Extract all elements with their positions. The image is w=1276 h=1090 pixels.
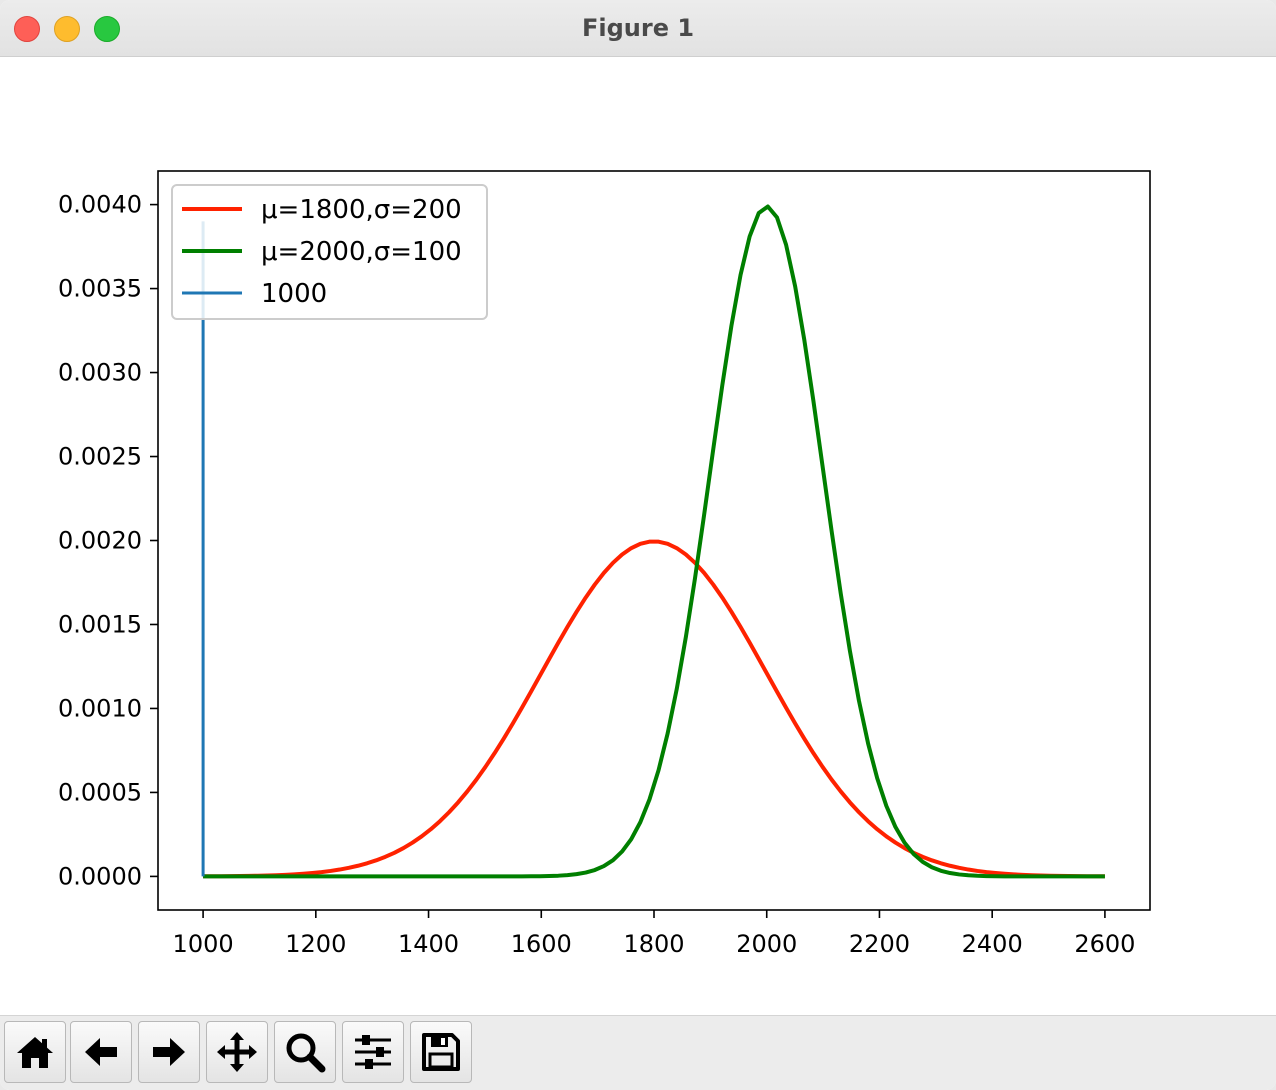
back-button[interactable] (70, 1021, 132, 1083)
minimize-window-button[interactable] (54, 16, 80, 42)
floppy-disk-icon (422, 1033, 460, 1071)
y-tick-label: 0.0035 (58, 275, 142, 303)
forward-button[interactable] (138, 1021, 200, 1083)
legend-label: μ=2000,σ=100 (261, 237, 462, 267)
zoom-window-button[interactable] (94, 16, 120, 42)
x-tick-label: 1200 (285, 930, 346, 958)
x-tick-label: 2200 (849, 930, 910, 958)
legend-label: 1000 (261, 279, 327, 309)
legend-label: μ=1800,σ=200 (261, 195, 462, 225)
configure-subplots-button[interactable] (342, 1021, 404, 1083)
y-tick-label: 0.0005 (58, 778, 142, 806)
chart: 1000 1200 1400 1600 1800 2000 2200 2400 2600 0.00… (58, 170, 1151, 958)
x-tick-label: 2400 (962, 930, 1023, 958)
pan-button[interactable] (206, 1021, 268, 1083)
arrow-left-icon (85, 1038, 117, 1066)
y-tick-label: 0.0010 (58, 694, 142, 722)
magnifier-icon (286, 1033, 326, 1073)
home-icon (17, 1037, 53, 1068)
sliders-icon (355, 1035, 391, 1069)
move-icon (217, 1032, 257, 1072)
zoom-button[interactable] (274, 1021, 336, 1083)
series-line-2 (203, 204, 1105, 879)
y-tick-label: 0.0030 (58, 359, 142, 387)
x-tick-label: 2600 (1074, 930, 1135, 958)
figure-canvas[interactable]: 1000 1200 1400 1600 1800 2000 2200 2400 2600 0.00… (0, 57, 1276, 1015)
x-tick-label: 1800 (623, 930, 684, 958)
save-button[interactable] (410, 1021, 472, 1083)
arrow-right-icon (153, 1038, 185, 1066)
x-tick-label: 1600 (511, 930, 572, 958)
home-button[interactable] (4, 1021, 66, 1083)
y-tick-label: 0.0020 (58, 527, 142, 555)
close-window-button[interactable] (14, 16, 40, 42)
x-tick-label: 2000 (736, 930, 797, 958)
x-tick-label: 1400 (398, 930, 459, 958)
series-line-1 (203, 539, 1105, 879)
y-tick-label: 0.0000 (58, 862, 142, 890)
x-tick-label: 1000 (173, 930, 234, 958)
navigation-toolbar (0, 1015, 1276, 1090)
y-tick-label: 0.0040 (58, 191, 142, 219)
y-tick-label: 0.0025 (58, 443, 142, 471)
legend-box (171, 184, 488, 320)
title-bar[interactable]: Figure 1 (0, 0, 1276, 57)
axes-frame (157, 170, 1151, 911)
y-tick-label: 0.0015 (58, 610, 142, 638)
window-title: Figure 1 (581, 14, 695, 42)
